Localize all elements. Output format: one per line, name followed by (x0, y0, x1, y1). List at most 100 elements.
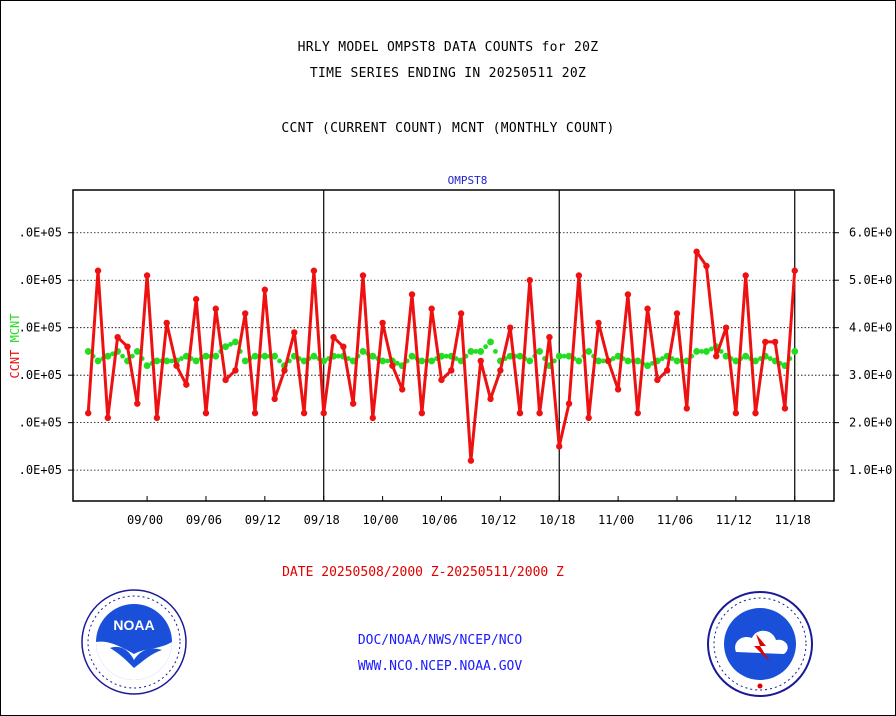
mcnt-point (585, 348, 593, 355)
ccnt-point (143, 272, 151, 279)
ccnt-point (546, 333, 553, 341)
mcnt-point (614, 352, 622, 360)
x-tick-label: 09/00 (127, 513, 163, 527)
mcnt-point (536, 348, 544, 355)
mcnt-point (320, 357, 328, 365)
ccnt-point (605, 357, 612, 365)
mcnt-connector-dot (600, 358, 606, 364)
mcnt-point (428, 357, 436, 365)
chart: OMPST8 .0E+05 1.0E+0 .0E+05 2.0E+0 .0E+05 3.0E… (8, 174, 892, 527)
mcnt-connector-dot (129, 353, 135, 359)
mcnt-point (271, 352, 279, 360)
mcnt-point (369, 352, 377, 360)
ccnt-point (654, 376, 661, 384)
mcnt-point (408, 352, 416, 360)
y-axis-label: CCNT MCNT (8, 313, 22, 378)
noaa-logo-icon: NOAA (81, 589, 187, 695)
ccnt-point (163, 319, 170, 327)
nws-logo-icon (707, 591, 813, 697)
ccnt-point (438, 376, 445, 384)
ccnt-point (320, 409, 327, 417)
ccnt-point (222, 376, 229, 384)
ccnt-point (202, 409, 210, 417)
x-tick-label: 10/18 (539, 513, 575, 527)
ccnt-point (183, 381, 190, 388)
mcnt-connector-dot (483, 344, 489, 350)
ccnt-point (399, 386, 406, 393)
ccnt-point (114, 333, 121, 341)
y-tick-label-right: 4.0E+0 (849, 321, 892, 335)
chart-title-line2: TIME SERIES ENDING IN 20250511 20Z (309, 66, 587, 81)
mcnt-point (104, 352, 112, 360)
mcnt-connector-dot (120, 353, 125, 359)
mcnt-point (467, 348, 475, 355)
ccnt-point (428, 305, 435, 312)
ccnt-point (369, 414, 376, 422)
ccnt-point (516, 409, 524, 417)
mcnt-connector-dot (708, 346, 714, 352)
x-tick-label: 09/06 (186, 513, 222, 527)
mcnt-point (163, 357, 171, 365)
mcnt-point (595, 357, 602, 365)
ccnt-point (752, 409, 759, 417)
plot-title: OMPST8 (448, 174, 488, 187)
mcnt-point (222, 343, 229, 351)
mcnt-connector-dot (179, 356, 184, 361)
mcnt-point (673, 357, 681, 365)
ccnt-point (506, 324, 514, 331)
date-range-label: DATE 20250508/2000 Z-20250511/2000 Z (282, 565, 564, 580)
ccnt-point (281, 367, 288, 374)
credit-line2: WWW.NCO.NCEP.NOAA.GOV (357, 659, 523, 674)
ccnt-point (153, 414, 161, 422)
ccnt-point (85, 409, 92, 417)
mcnt-connector-dot (659, 356, 665, 361)
mcnt-point (516, 352, 524, 360)
mcnt-point (732, 357, 740, 365)
ccnt-point (624, 291, 632, 298)
ccnt-point (359, 272, 367, 279)
ccnt-point (173, 362, 180, 369)
x-tick-label: 11/12 (716, 513, 752, 527)
mcnt-point (703, 348, 710, 355)
mcnt-connector-dot (767, 356, 773, 361)
ccnt-point (192, 296, 200, 303)
chart-title-line1: HRLY MODEL OMPST8 DATA COUNTS for 20Z (297, 40, 599, 55)
mcnt-point (624, 357, 632, 365)
mcnt-connector-dot (394, 360, 400, 366)
mcnt-connector-dot (277, 358, 282, 364)
credit-line1: DOC/NOAA/NWS/NCEP/NCO (357, 633, 523, 648)
x-tick-label: 11/00 (598, 513, 634, 527)
ccnt-point (448, 367, 455, 374)
ccnt-point (644, 305, 651, 312)
y-tick-label-right: 2.0E+0 (849, 416, 892, 430)
mcnt-point (477, 348, 485, 355)
ccnt-point (732, 409, 740, 417)
ccnt-point (134, 400, 141, 407)
ccnt-point (536, 409, 543, 417)
ccnt-point (232, 367, 239, 374)
ccnt-point (330, 333, 337, 341)
mcnt-connector-dot (443, 353, 449, 359)
ccnt-point (693, 248, 700, 255)
y-tick-label-left: .0E+05 (19, 226, 62, 240)
mcnt-connector-dot (169, 358, 175, 364)
ccnt-point (614, 386, 622, 393)
ccnt-point (389, 362, 396, 369)
ccnt-point (683, 405, 691, 412)
mcnt-connector-dot (718, 349, 724, 354)
plot-frame (72, 189, 835, 502)
ccnt-point (310, 267, 318, 274)
mcnt-point (742, 352, 750, 360)
mcnt-point (261, 352, 269, 360)
mcnt-point (359, 348, 367, 355)
ccnt-point (261, 286, 269, 293)
ccnt-point (487, 395, 494, 403)
ccnt-point (742, 272, 749, 279)
ccnt-point (408, 291, 416, 298)
mcnt-point (94, 357, 102, 365)
mcnt-point (192, 357, 200, 365)
ccnt-point (94, 267, 102, 274)
ccnt-point (703, 262, 710, 270)
ccnt-point (467, 457, 475, 464)
ccnt-point (791, 267, 798, 274)
